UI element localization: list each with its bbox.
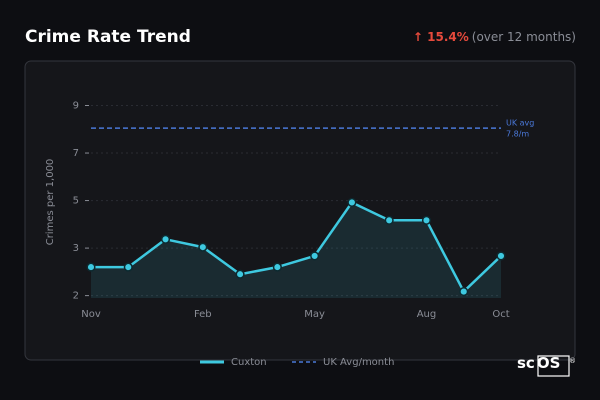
logo-a: sc	[517, 354, 535, 372]
change-note: (over 12 months)	[472, 30, 576, 44]
avg-annotation: UK avg	[506, 119, 534, 128]
change-value: ↑ 15.4%	[413, 30, 469, 44]
panel	[24, 60, 576, 361]
y-tick-label: 2	[73, 291, 79, 302]
y-tick-label: 7	[73, 148, 79, 159]
y-axis-label: Crimes per 1,000	[45, 159, 56, 246]
point	[198, 242, 208, 252]
logo-b: OS	[537, 354, 561, 372]
point	[235, 269, 245, 279]
x-tick-label: Feb	[194, 309, 212, 320]
point	[123, 262, 133, 272]
point	[384, 215, 394, 225]
avg-annotation: 7.8/m	[506, 130, 529, 139]
y-tick-label: 9	[73, 101, 79, 112]
y-tick-label: 3	[73, 243, 79, 254]
point	[160, 234, 171, 244]
y-tick-label: 5	[73, 196, 79, 207]
legend-label: UK Avg/month	[323, 357, 394, 368]
x-tick-label: Aug	[417, 309, 437, 320]
point	[496, 251, 506, 261]
point	[347, 197, 357, 208]
series-line	[91, 201, 502, 293]
point	[421, 215, 432, 225]
point	[86, 262, 96, 272]
x-tick-label: Oct	[492, 309, 509, 320]
logo-mark: ®	[569, 357, 576, 365]
x-tick-label: Nov	[81, 309, 101, 320]
point	[272, 262, 282, 272]
area-fill	[91, 202, 501, 298]
legend-label: Cuxton	[231, 357, 267, 368]
x-tick-label: May	[304, 309, 325, 320]
point	[459, 287, 469, 297]
logo: sc OS	[517, 354, 560, 372]
change: ↑ 15.4% (over 12 months)	[413, 30, 576, 44]
logo-box	[537, 355, 570, 377]
point	[310, 251, 320, 261]
chart-title: Crime Rate Trend	[25, 27, 191, 47]
